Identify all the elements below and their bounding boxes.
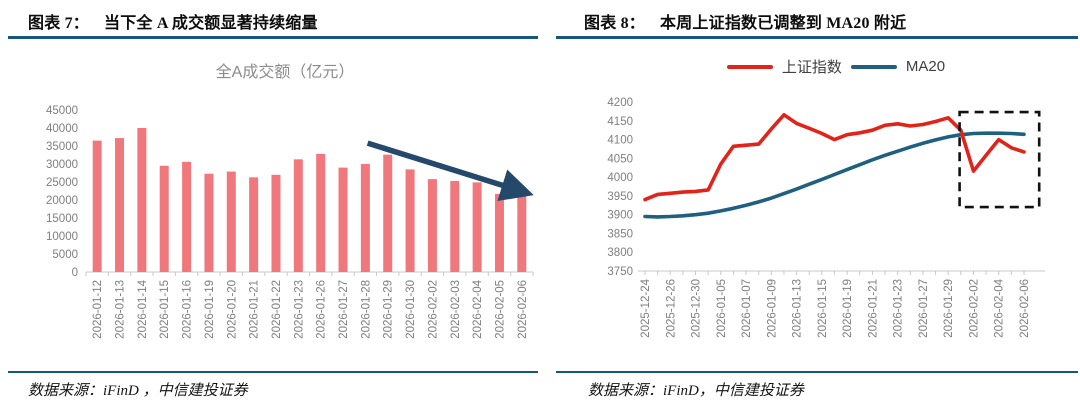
svg-text:2026-01-27: 2026-01-27 xyxy=(918,279,930,338)
svg-text:2026-01-28: 2026-01-28 xyxy=(360,280,372,339)
svg-text:5000: 5000 xyxy=(52,249,78,261)
svg-text:2026-01-19: 2026-01-19 xyxy=(204,280,216,339)
svg-text:2026-01-13: 2026-01-13 xyxy=(115,280,127,339)
svg-text:2026-01-14: 2026-01-14 xyxy=(137,279,149,338)
svg-text:2025-12-30: 2025-12-30 xyxy=(691,279,703,338)
svg-text:2026-01-15: 2026-01-15 xyxy=(159,280,171,339)
shanghai-index-legend-label: 上证指数 xyxy=(781,59,842,76)
svg-text:10000: 10000 xyxy=(46,231,78,243)
svg-text:2025-12-26: 2025-12-26 xyxy=(665,279,677,338)
figure8-header-title: 本周上证指数已调整到 MA20 附近 xyxy=(660,15,907,32)
figure7-bar-chart: 0 5000 10000 15000 20000 25000 30000 35000 40000… xyxy=(46,105,534,339)
svg-text:2025-12-24: 2025-12-24 xyxy=(640,278,652,337)
svg-text:2026-01-29: 2026-01-29 xyxy=(383,280,395,339)
figure7-source-rule xyxy=(8,371,538,373)
svg-text:2026-02-02: 2026-02-02 xyxy=(427,280,439,339)
svg-text:2026-01-16: 2026-01-16 xyxy=(182,280,194,339)
svg-text:4000: 4000 xyxy=(607,172,633,184)
svg-text:25000: 25000 xyxy=(46,177,78,189)
svg-text:15000: 15000 xyxy=(46,213,78,225)
svg-text:2026-02-06: 2026-02-06 xyxy=(1019,279,1031,338)
svg-text:3950: 3950 xyxy=(607,191,633,203)
ma20-legend-swatch xyxy=(850,64,897,69)
svg-text:2026-01-09: 2026-01-09 xyxy=(766,279,778,338)
svg-text:2026-01-27: 2026-01-27 xyxy=(338,280,350,339)
svg-text:2026-02-02: 2026-02-02 xyxy=(968,279,980,338)
shanghai-index-legend-swatch xyxy=(726,64,773,69)
svg-text:2026-01-12: 2026-01-12 xyxy=(92,280,104,339)
svg-text:2026-01-23: 2026-01-23 xyxy=(893,279,905,338)
figure8-line-chart: 3750 3800 3850 3900 3950 4000 4050 4100 4150 4200… xyxy=(607,97,1045,338)
svg-text:2026-02-04: 2026-02-04 xyxy=(472,279,484,338)
figure8-header: 图表 8： 本周上证指数已调整到 MA20 附近 xyxy=(584,9,1072,33)
svg-text:35000: 35000 xyxy=(46,141,78,153)
svg-text:2026-01-26: 2026-01-26 xyxy=(316,280,328,339)
svg-text:0: 0 xyxy=(72,267,78,279)
svg-text:2026-01-22: 2026-01-22 xyxy=(271,280,283,339)
figure7-chart-title: 全A成交额（亿元） xyxy=(215,64,355,81)
figure8-source: 数据来源：iFinD，中信建投证券 xyxy=(588,383,804,399)
svg-text:2026-02-04: 2026-02-04 xyxy=(994,278,1006,337)
figure8-source-rule xyxy=(556,371,1078,373)
figure7-header-label: 图表 7： xyxy=(28,15,90,32)
figure7-header: 图表 7： 当下全 A 成交额显著持续缩量 xyxy=(28,9,532,33)
svg-text:2026-02-03: 2026-02-03 xyxy=(450,280,462,339)
svg-text:4050: 4050 xyxy=(607,153,633,165)
figure7-panel: 图表 7： 当下全 A 成交额显著持续缩量 0 5000 10000 15000 2000… xyxy=(8,9,538,399)
svg-text:2026-01-30: 2026-01-30 xyxy=(405,280,417,339)
svg-text:30000: 30000 xyxy=(46,159,78,171)
svg-text:2026-01-21: 2026-01-21 xyxy=(249,280,261,339)
svg-text:4200: 4200 xyxy=(607,97,633,109)
svg-text:2026-01-20: 2026-01-20 xyxy=(226,280,238,339)
svg-text:2026-01-19: 2026-01-19 xyxy=(842,279,854,338)
svg-text:2026-02-05: 2026-02-05 xyxy=(494,280,506,339)
ma20-legend-label: MA20 xyxy=(905,58,946,75)
figure8-header-rule xyxy=(556,36,1078,39)
svg-text:2026-01-23: 2026-01-23 xyxy=(293,280,305,339)
svg-text:2026-01-05: 2026-01-05 xyxy=(716,279,728,338)
svg-text:2026-02-06: 2026-02-06 xyxy=(517,280,529,339)
svg-text:2026-01-13: 2026-01-13 xyxy=(792,279,804,338)
svg-text:2026-01-15: 2026-01-15 xyxy=(817,279,829,338)
svg-text:4150: 4150 xyxy=(607,116,633,128)
svg-text:3900: 3900 xyxy=(607,210,633,222)
svg-text:2026-01-07: 2026-01-07 xyxy=(741,279,753,338)
svg-text:40000: 40000 xyxy=(46,123,78,135)
svg-text:20000: 20000 xyxy=(46,195,78,207)
figure7-header-rule xyxy=(8,36,538,39)
svg-text:3850: 3850 xyxy=(607,228,633,240)
svg-text:3800: 3800 xyxy=(607,247,633,259)
figure8-legend: 上证指数 MA20 xyxy=(540,56,1080,77)
svg-text:4100: 4100 xyxy=(607,135,633,147)
svg-text:2026-01-29: 2026-01-29 xyxy=(943,279,955,338)
figure7-header-title: 当下全 A 成交额显著持续缩量 xyxy=(104,15,318,32)
figure8-header-label: 图表 8： xyxy=(584,15,646,32)
figure7-source: 数据来源：iFinD ，中信建投证券 xyxy=(28,383,248,399)
svg-text:3750: 3750 xyxy=(607,266,633,278)
svg-text:2026-01-21: 2026-01-21 xyxy=(867,279,879,338)
svg-text:45000: 45000 xyxy=(46,105,78,117)
figure8-panel: 图表 8： 本周上证指数已调整到 MA20 附近 3750 3800 3850 3900… xyxy=(540,0,1080,412)
